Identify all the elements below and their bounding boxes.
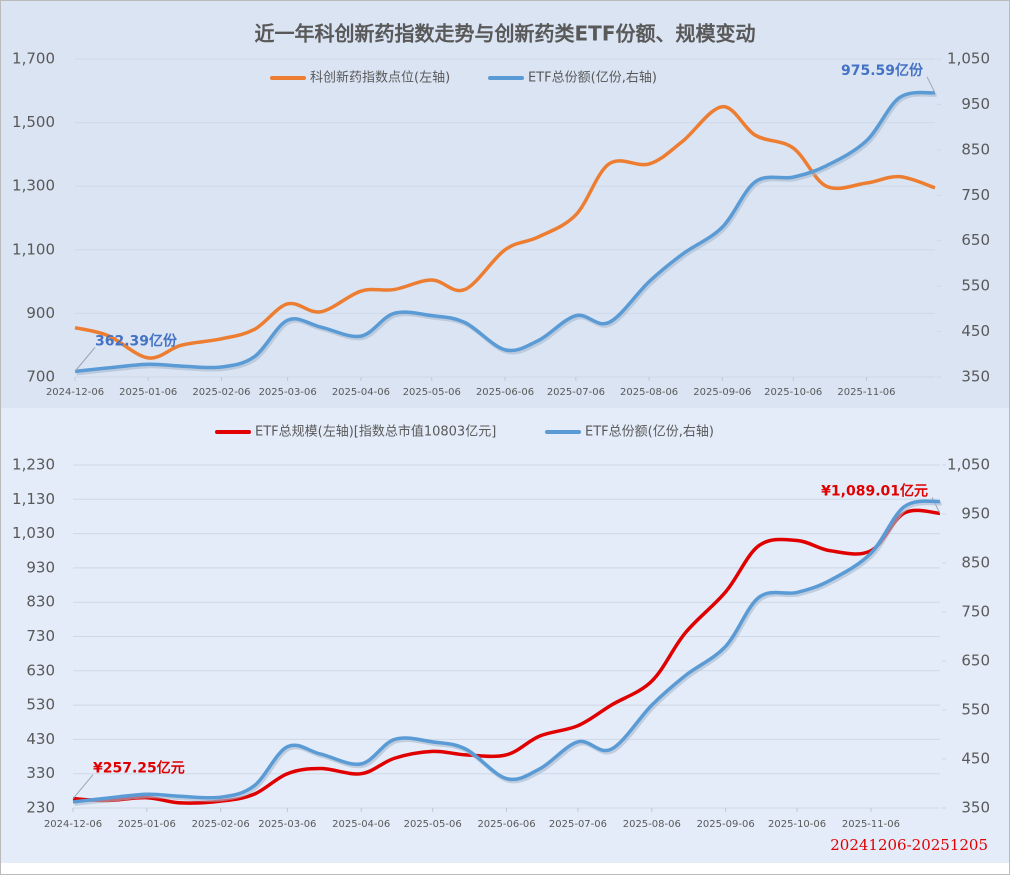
top-panel-bg (0, 0, 1010, 408)
x-tick-label: 2025-11-06 (842, 819, 900, 830)
legend-label: ETF总份额(亿份,右轴) (585, 425, 714, 440)
y2-tick-label: 750 (961, 603, 990, 621)
y2-tick-label: 850 (961, 140, 990, 158)
y2-tick-label: 650 (961, 231, 990, 249)
x-tick-label: 2025-02-06 (192, 819, 250, 830)
y-tick-label: 330 (26, 764, 55, 782)
y2-tick-label: 1,050 (947, 456, 990, 474)
chart-title: 近一年科创新药指数走势与创新药类ETF份额、规模变动 (255, 22, 756, 46)
data-label: ¥257.25亿元 (93, 760, 185, 777)
legend-label: ETF总份额(亿份,右轴) (528, 71, 657, 86)
x-tick-label: 2025-07-06 (547, 387, 605, 398)
y-tick-label: 1,130 (12, 490, 55, 508)
x-tick-label: 2025-04-06 (332, 819, 390, 830)
y-tick-label: 930 (26, 558, 55, 576)
x-tick-label: 2025-06-06 (476, 387, 534, 398)
x-tick-label: 2025-01-06 (118, 819, 176, 830)
x-tick-label: 2025-06-06 (477, 819, 535, 830)
x-tick-label: 2025-03-06 (258, 819, 316, 830)
data-label: ¥1,089.01亿元 (821, 482, 928, 499)
x-tick-label: 2025-08-06 (620, 387, 678, 398)
y2-tick-label: 550 (961, 277, 990, 295)
date-range: 20241206-20251205 (830, 836, 988, 854)
x-tick-label: 2025-11-06 (837, 387, 895, 398)
bottom-panel-bg (0, 408, 1010, 863)
x-tick-label: 2024-12-06 (46, 387, 104, 398)
y-tick-label: 700 (26, 368, 55, 386)
label-leader (72, 774, 94, 799)
x-tick-label: 2025-09-06 (693, 387, 751, 398)
x-tick-label: 2025-05-06 (403, 387, 461, 398)
y-tick-label: 1,230 (12, 456, 55, 474)
y2-tick-label: 850 (961, 554, 990, 572)
x-tick-label: 2024-12-06 (44, 819, 102, 830)
y-tick-label: 630 (26, 661, 55, 679)
y2-tick-label: 350 (961, 799, 990, 817)
y-tick-label: 530 (26, 696, 55, 714)
x-tick-label: 2025-10-06 (768, 819, 826, 830)
y-tick-label: 1,700 (12, 50, 55, 68)
y2-tick-label: 650 (961, 652, 990, 670)
y2-tick-label: 550 (961, 701, 990, 719)
y-tick-label: 1,100 (12, 240, 55, 258)
series-line (72, 499, 941, 804)
y-tick-label: 1,300 (12, 177, 55, 195)
x-tick-label: 2025-01-06 (119, 387, 177, 398)
y-tick-label: 430 (26, 730, 55, 748)
y-tick-label: 1,030 (12, 524, 55, 542)
data-label: 975.59亿份 (841, 62, 924, 79)
x-tick-label: 2025-09-06 (697, 819, 755, 830)
series-line (74, 104, 936, 360)
y2-tick-label: 350 (961, 368, 990, 386)
y-tick-label: 730 (26, 627, 55, 645)
series-line (74, 90, 936, 374)
x-tick-label: 2025-10-06 (764, 387, 822, 398)
y2-tick-label: 450 (961, 322, 990, 340)
y2-tick-label: 950 (961, 95, 990, 113)
y-tick-label: 900 (26, 304, 55, 322)
y-tick-label: 230 (26, 799, 55, 817)
y2-tick-label: 750 (961, 186, 990, 204)
x-tick-label: 2025-08-06 (623, 819, 681, 830)
data-label: 362.39亿份 (95, 332, 178, 349)
y2-tick-label: 450 (961, 750, 990, 768)
label-leader (926, 76, 936, 94)
legend-label: ETF总规模(左轴)[指数总市值10803亿元] (255, 424, 496, 440)
y-tick-label: 830 (26, 593, 55, 611)
label-leader (74, 347, 96, 372)
y2-tick-label: 1,050 (947, 50, 990, 68)
x-tick-label: 2025-03-06 (259, 387, 317, 398)
y2-tick-label: 950 (961, 505, 990, 523)
x-tick-label: 2025-02-06 (192, 387, 250, 398)
x-tick-label: 2025-04-06 (332, 387, 390, 398)
legend-label: 科创新药指数点位(左轴) (310, 70, 450, 86)
x-tick-label: 2025-05-06 (404, 819, 462, 830)
x-tick-label: 2025-07-06 (549, 819, 607, 830)
y-tick-label: 1,500 (12, 113, 55, 131)
